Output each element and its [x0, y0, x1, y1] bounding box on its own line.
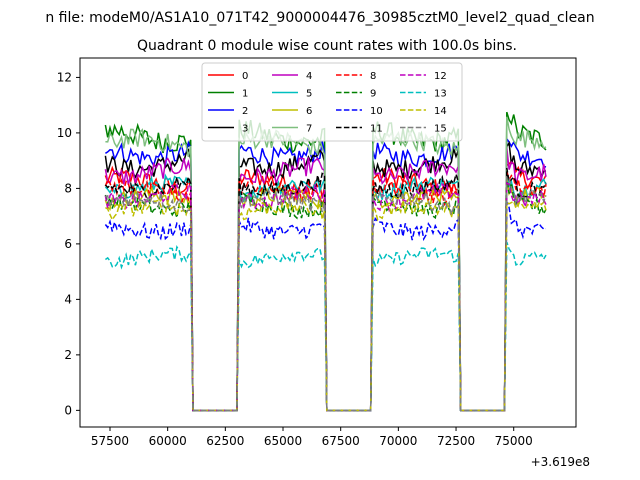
y-axis: 0 2 4 6 8 10 12	[57, 70, 80, 417]
series-line-11	[104, 167, 547, 412]
series-line-15	[105, 175, 547, 412]
series-line-10	[104, 201, 547, 412]
x-tick-label: 60000	[149, 434, 187, 448]
legend-label-10: 10	[370, 106, 383, 117]
x-tick-label: 65000	[264, 434, 302, 448]
legend-label-6: 6	[306, 106, 312, 117]
legend-label-7: 7	[306, 124, 312, 135]
x-tick-label: 62500	[206, 434, 244, 448]
x-tick-label: 70000	[379, 434, 417, 448]
figure-suptitle: n file: modeM0/AS1A10_071T42_9000004476_…	[45, 10, 594, 26]
series-line-14	[105, 195, 547, 412]
legend-label-11: 11	[370, 124, 383, 135]
y-tick-label: 4	[64, 292, 72, 306]
legend-label-13: 13	[434, 89, 447, 100]
legend-label-12: 12	[434, 71, 447, 82]
legend-label-4: 4	[306, 71, 312, 82]
x-tick-label: 75000	[495, 434, 533, 448]
legend-label-0: 0	[242, 71, 248, 82]
legend-label-8: 8	[370, 71, 376, 82]
legend-label-1: 1	[242, 89, 248, 100]
legend-label-14: 14	[434, 106, 447, 117]
plot-area	[104, 111, 547, 412]
legend-label-2: 2	[242, 106, 248, 117]
series-line-7	[105, 116, 547, 412]
y-tick-label: 12	[57, 70, 72, 84]
y-tick-label: 2	[64, 348, 72, 362]
legend-label-3: 3	[242, 124, 248, 135]
y-tick-label: 8	[64, 181, 72, 195]
x-tick-label: 67500	[322, 434, 360, 448]
x-tick-label: 57500	[91, 434, 129, 448]
legend-box	[201, 62, 463, 142]
legend-label-5: 5	[306, 89, 312, 100]
y-tick-label: 6	[64, 237, 72, 251]
x-tick-label: 72500	[437, 434, 475, 448]
series-line-6	[104, 177, 547, 412]
series-line-4	[104, 147, 547, 412]
legend-label-15: 15	[434, 124, 447, 135]
chart-title: Quadrant 0 module wise count rates with …	[137, 38, 517, 54]
y-tick-label: 0	[64, 403, 72, 417]
x-axis: 57500 60000 62500 65000 67500 70000 72500 75000	[91, 427, 533, 448]
x-axis-offset-label: +3.619e8	[531, 455, 590, 469]
legend-label-9: 9	[370, 89, 376, 100]
axes-frame	[79, 57, 577, 428]
series-line-13	[104, 241, 547, 412]
y-tick-label: 10	[57, 126, 72, 140]
series-line-12	[104, 182, 547, 412]
